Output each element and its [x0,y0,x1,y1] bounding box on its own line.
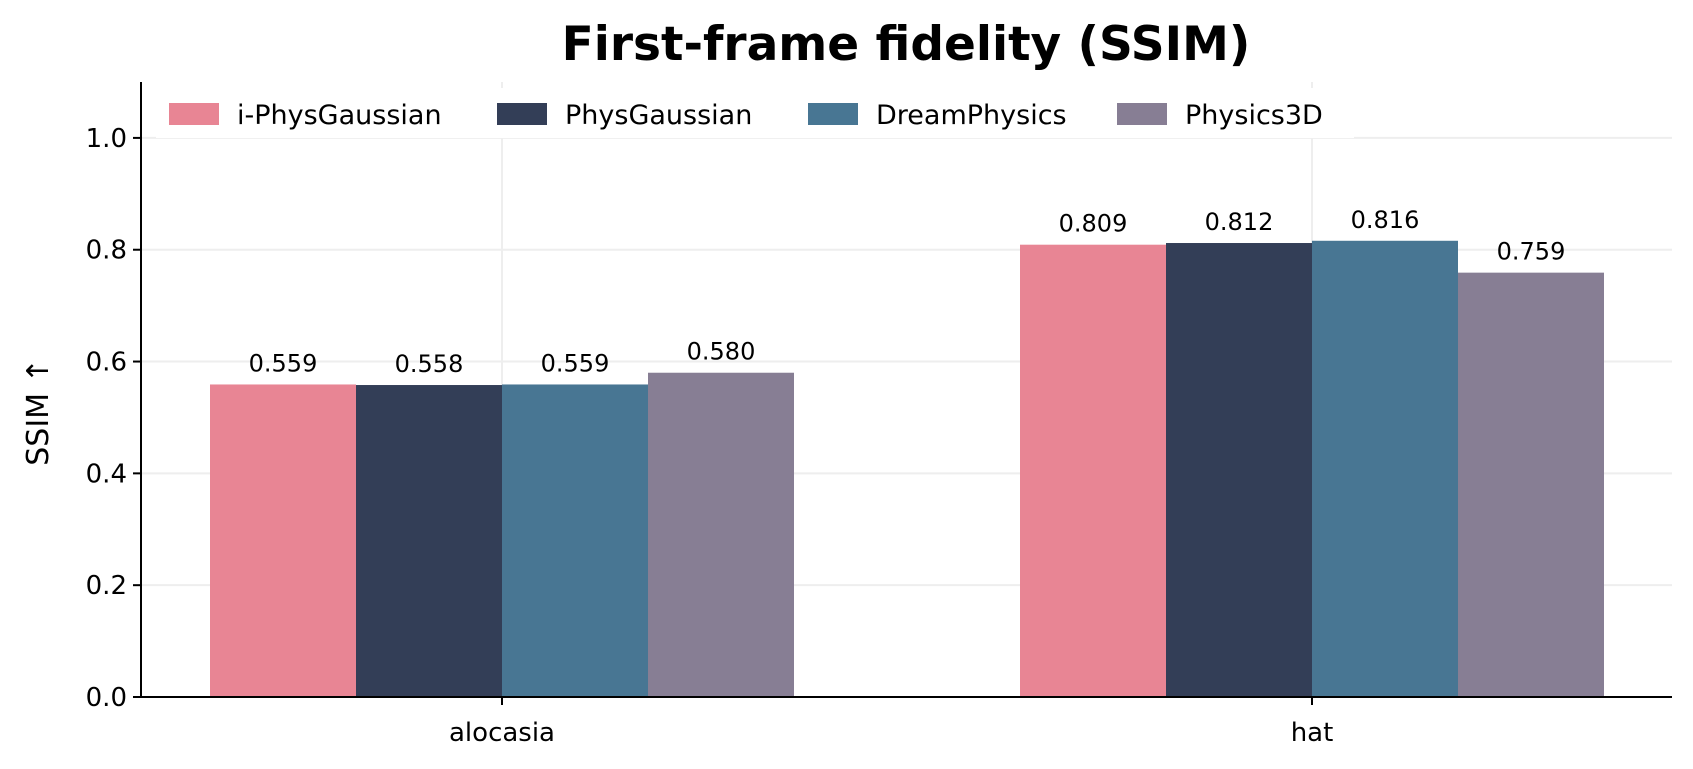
y-tick-label: 0.0 [86,683,127,713]
data-label: 0.759 [1497,238,1566,266]
y-tick-label: 0.6 [86,348,127,378]
legend-label: DreamPhysics [876,100,1067,131]
bar [648,372,794,697]
x-tick-label: alocasia [449,718,555,748]
legend-swatch [1117,103,1167,125]
bar [1458,272,1604,697]
legend-label: Physics3D [1185,100,1323,131]
legend-swatch [169,103,219,125]
bar [1020,244,1166,698]
legend-swatch [497,103,547,125]
bar [1166,243,1312,697]
y-axis-label: SSIM ↑ [21,358,56,466]
data-label: 0.580 [687,338,756,366]
axes: 0.0 0.2 0.4 0.6 0.8 1.0 alocasia hat [86,82,1672,748]
data-labels: 0.559 0.809 0.558 0.812 0.559 0.816 0.580 0.759 [249,206,1566,378]
y-tick-label: 0.4 [86,459,127,489]
bars [210,240,1604,698]
y-tick-label: 1.0 [86,124,127,154]
x-tick-label: hat [1291,718,1334,748]
bar [1312,240,1458,698]
bar [356,385,502,697]
legend-label: PhysGaussian [565,100,752,131]
bar [502,384,648,697]
data-label: 0.809 [1059,210,1128,238]
data-label: 0.559 [249,349,318,377]
y-tick-label: 0.8 [86,236,127,266]
y-tick-label: 0.2 [86,571,127,601]
data-label: 0.558 [395,350,464,378]
legend-swatch [808,103,858,125]
legend: i-PhysGaussian PhysGaussian DreamPhysics Ph… [156,88,1354,138]
data-label: 0.812 [1205,208,1274,236]
data-label: 0.816 [1351,206,1420,234]
chart-title: First-frame fidelity (SSIM) [562,17,1251,72]
bar [210,384,356,697]
data-label: 0.559 [541,349,610,377]
legend-label: i-PhysGaussian [237,100,442,131]
